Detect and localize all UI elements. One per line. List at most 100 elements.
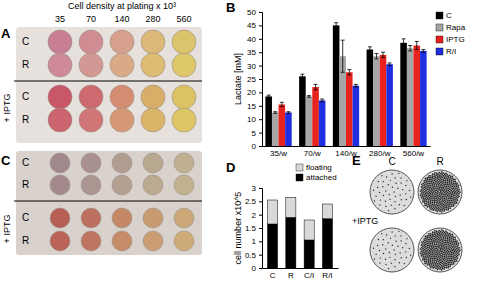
colony: [431, 202, 433, 204]
tick-label: 5: [252, 129, 257, 138]
colony: [394, 259, 395, 260]
error-cap: [300, 74, 304, 75]
colony: [393, 249, 394, 250]
tick-mark: [259, 201, 262, 202]
colony: [432, 256, 434, 258]
colony: [451, 263, 453, 265]
colony: [430, 177, 432, 179]
bar: [333, 25, 340, 146]
colony: [446, 207, 448, 209]
well: [50, 153, 70, 173]
row-label: C: [22, 36, 29, 47]
tick: 20: [247, 88, 262, 97]
colony: [404, 263, 405, 264]
colony: [399, 252, 400, 253]
colony: [439, 260, 441, 262]
colony: [458, 242, 460, 244]
well: [172, 30, 196, 54]
colony: [432, 175, 434, 177]
colony: [445, 255, 447, 257]
bar: [312, 87, 319, 146]
plate-background: [16, 27, 202, 143]
colony: [430, 244, 432, 246]
row-label: C: [22, 212, 29, 223]
error-bar: [408, 46, 412, 51]
error-cap: [415, 41, 419, 42]
colony: [452, 259, 454, 261]
colony: [434, 203, 436, 205]
bar: [267, 224, 277, 268]
error-bar: [421, 50, 425, 53]
tick: 2.5: [245, 197, 262, 206]
colony: [448, 235, 450, 237]
colony: [430, 267, 432, 269]
colony: [454, 257, 456, 259]
error-bar: [374, 54, 378, 59]
colony: [454, 199, 456, 201]
colony: [452, 203, 454, 205]
colony: [433, 194, 435, 196]
colony: [428, 177, 430, 179]
colony: [444, 262, 446, 264]
tick-mark: [259, 188, 262, 189]
colony: [430, 235, 432, 237]
error-cap: [280, 106, 284, 107]
colony: [445, 195, 447, 197]
colony: [449, 186, 451, 188]
colony: [446, 178, 448, 180]
legend-label: attached: [306, 173, 337, 182]
colony: [435, 234, 437, 236]
colony: [428, 241, 430, 243]
colony: [432, 205, 434, 207]
colony: [439, 202, 441, 204]
error-bar: [354, 84, 358, 87]
tick-label: 45: [247, 21, 256, 30]
colony: [452, 237, 454, 239]
colony: [373, 190, 374, 191]
colony: [433, 180, 435, 182]
colony: [435, 196, 437, 198]
tick-mark: [259, 119, 262, 120]
colony: [444, 208, 446, 210]
row-label: R: [22, 59, 29, 70]
colony: [453, 187, 455, 189]
colony: [426, 199, 428, 201]
colony: [436, 186, 438, 188]
tick-mark: [259, 106, 262, 107]
colony: [428, 179, 430, 181]
error-line: [423, 50, 424, 53]
colony: [428, 252, 430, 254]
colony: [457, 197, 459, 199]
colony: [454, 238, 456, 240]
well: [141, 108, 165, 132]
colony: [438, 198, 440, 200]
colony: [435, 181, 437, 183]
colony: [424, 257, 426, 259]
colony: [391, 204, 392, 205]
colony: [438, 242, 440, 244]
colony: [434, 245, 436, 247]
colony: [394, 266, 395, 267]
colony: [445, 197, 447, 199]
error-line: [281, 102, 282, 106]
colony: [444, 178, 446, 180]
colony: [426, 202, 428, 204]
colony: [410, 254, 411, 255]
colony: [432, 233, 434, 235]
bar: [279, 104, 286, 146]
colony: [389, 257, 390, 258]
error-line: [302, 74, 303, 78]
colony: [421, 244, 423, 246]
well: [81, 231, 101, 251]
colony: [450, 234, 452, 236]
colony: [428, 256, 430, 258]
colony: [430, 261, 432, 263]
colony: [424, 262, 426, 264]
colony: [380, 199, 381, 200]
colony: [458, 190, 460, 192]
legend-label: floating: [306, 163, 332, 172]
colony: [454, 180, 456, 182]
colony: [436, 246, 438, 248]
colony: [421, 183, 423, 185]
colony: [458, 247, 460, 249]
